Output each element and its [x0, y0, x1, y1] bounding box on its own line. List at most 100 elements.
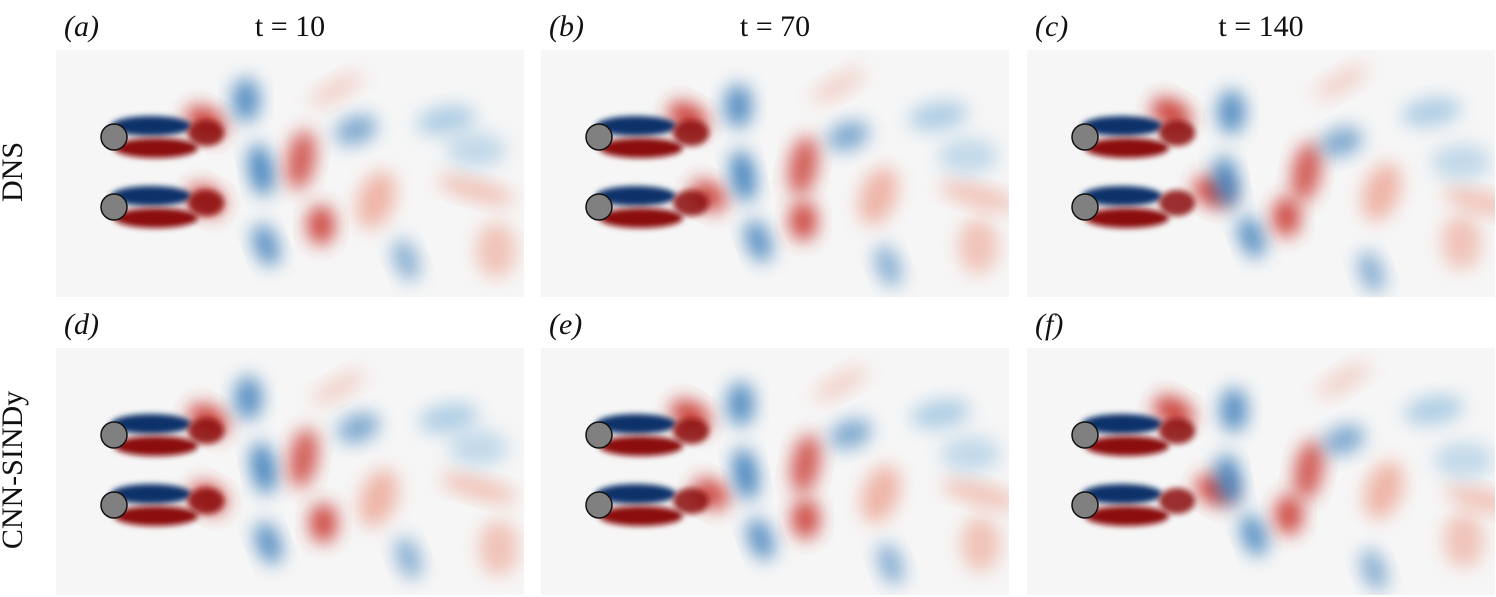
vortex	[1274, 495, 1303, 535]
vortex	[790, 434, 821, 494]
vortex	[960, 516, 1001, 572]
vortex	[1159, 418, 1195, 444]
panel-label: (f)	[1035, 308, 1063, 341]
vortex	[234, 376, 263, 420]
vortex	[439, 473, 518, 503]
shear-layer	[114, 506, 198, 526]
vortex	[1317, 362, 1371, 398]
shear-layer	[1082, 414, 1162, 434]
vortex	[232, 78, 260, 122]
vortex	[747, 517, 775, 561]
vortex	[1159, 190, 1195, 216]
shear-layer	[599, 208, 683, 228]
vortex	[908, 101, 968, 131]
panel-label: (c)	[1035, 10, 1068, 43]
cylinder	[585, 491, 613, 519]
column-title: t = 10	[255, 10, 325, 43]
vortex	[309, 72, 363, 108]
vortex	[938, 138, 999, 174]
vortex	[1401, 97, 1462, 127]
shear-layer	[1082, 484, 1162, 504]
vortex	[446, 132, 506, 168]
panel-bg	[1027, 348, 1495, 595]
vortex	[1272, 197, 1301, 237]
vortex	[1240, 513, 1268, 557]
vortex	[478, 520, 519, 576]
panel-label: (b)	[549, 10, 584, 43]
vortex	[309, 503, 338, 543]
shear-layer	[114, 208, 198, 228]
vortex	[1445, 485, 1495, 515]
column-title: t = 140	[1218, 10, 1303, 43]
shear-layer	[111, 484, 191, 504]
vortex	[732, 448, 759, 500]
cylinder	[1071, 123, 1099, 151]
vortex	[1314, 64, 1368, 100]
field	[585, 366, 1009, 586]
cylinder	[100, 193, 128, 221]
shear-layer	[596, 484, 676, 504]
vortex	[958, 218, 999, 274]
vortex	[941, 479, 1009, 509]
vortex	[814, 366, 868, 402]
shear-layer	[599, 506, 683, 526]
field	[100, 370, 519, 580]
shear-layer	[596, 414, 676, 434]
flow-panel	[541, 50, 1009, 297]
vortex	[724, 84, 753, 128]
vortex	[1219, 388, 1248, 432]
cylinder	[585, 123, 613, 151]
shear-layer	[1085, 208, 1169, 228]
shear-layer	[114, 436, 198, 456]
row-label: CNN-SINDy	[0, 391, 29, 549]
shear-layer	[599, 138, 683, 158]
vortex	[1159, 488, 1195, 514]
cylinder	[1071, 193, 1099, 221]
field	[585, 68, 1009, 288]
column-title: t = 70	[740, 10, 810, 43]
vortex	[476, 222, 516, 278]
field	[100, 72, 516, 282]
vortex	[1442, 187, 1495, 217]
vortex	[1443, 512, 1484, 568]
row-label: DNS	[0, 142, 29, 202]
vortex	[877, 542, 905, 586]
panel-bg	[1027, 50, 1495, 297]
vortex	[1291, 142, 1322, 202]
vortex	[307, 205, 335, 245]
vortex	[829, 418, 872, 450]
vortex	[730, 150, 756, 202]
cylinder	[585, 421, 613, 449]
vortex	[673, 488, 709, 514]
flow-panel	[1027, 50, 1495, 297]
shear-layer	[1082, 186, 1162, 206]
vortex	[940, 436, 1001, 472]
shear-layer	[111, 414, 191, 434]
cylinder	[1071, 491, 1099, 519]
vortex	[791, 499, 820, 539]
vortex	[673, 418, 709, 444]
vortex	[874, 244, 902, 288]
vortex	[334, 114, 378, 146]
shear-layer	[114, 138, 198, 158]
vortex	[1216, 454, 1242, 506]
vortex	[356, 171, 396, 229]
vortex	[188, 488, 224, 514]
cylinder	[1071, 421, 1099, 449]
panel-bg	[541, 50, 1009, 297]
shear-layer	[1085, 436, 1169, 456]
vortex	[337, 412, 380, 444]
cylinder	[100, 421, 128, 449]
shear-layer	[596, 116, 676, 136]
cylinder	[100, 491, 128, 519]
vortex	[910, 399, 971, 429]
panel-label: (d)	[64, 308, 99, 341]
vortex	[1364, 461, 1404, 519]
cylinder	[585, 193, 613, 221]
vortex	[673, 120, 709, 146]
vortex	[188, 418, 224, 444]
vortex	[448, 430, 509, 466]
flow-panel	[541, 348, 1009, 595]
vortex	[288, 428, 319, 488]
shear-layer	[1085, 138, 1169, 158]
